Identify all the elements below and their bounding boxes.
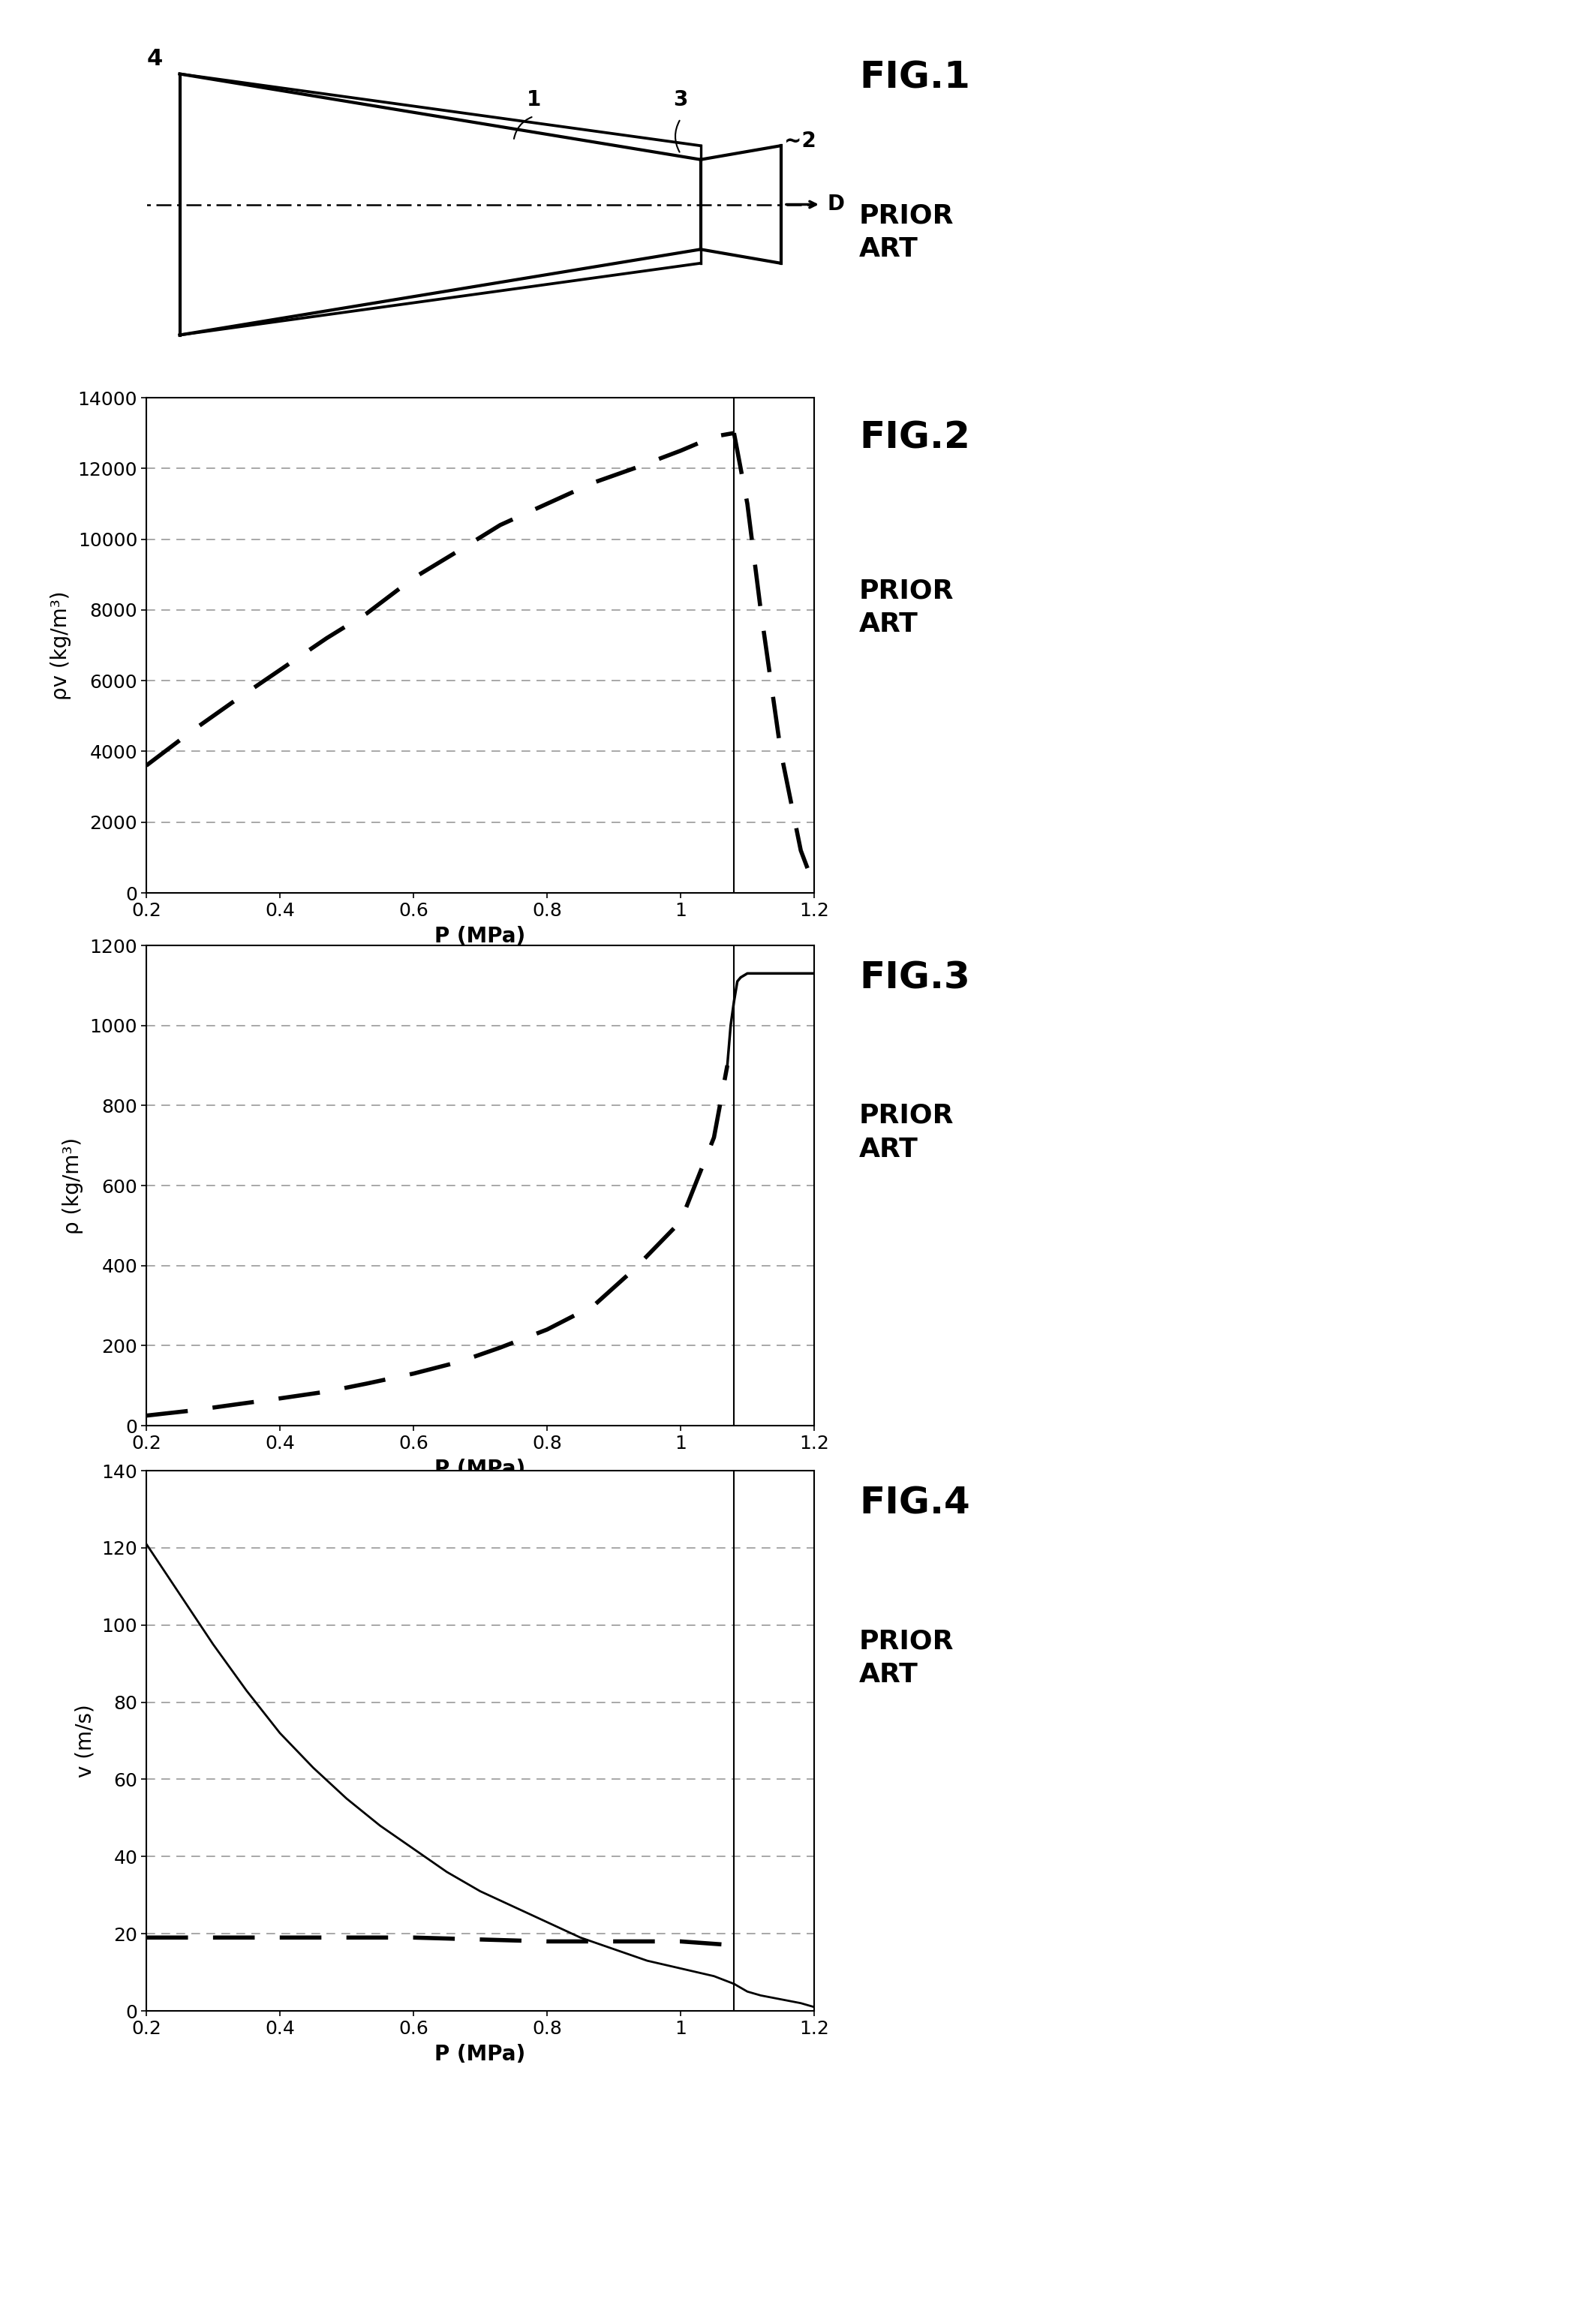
Text: FIG.4: FIG.4 (859, 1487, 970, 1522)
Text: 4: 4 (147, 49, 163, 70)
Text: ~2: ~2 (784, 130, 816, 151)
X-axis label: P (MPa): P (MPa) (434, 1459, 525, 1480)
Text: PRIOR
ART: PRIOR ART (859, 578, 954, 637)
X-axis label: P (MPa): P (MPa) (434, 927, 525, 948)
Text: FIG.1: FIG.1 (859, 60, 970, 95)
Text: PRIOR
ART: PRIOR ART (859, 202, 954, 262)
Text: FIG.2: FIG.2 (859, 420, 970, 455)
Y-axis label: v (m/s): v (m/s) (75, 1705, 96, 1777)
Y-axis label: ρv (kg/m³): ρv (kg/m³) (51, 590, 72, 699)
Text: PRIOR
ART: PRIOR ART (859, 1628, 954, 1686)
Y-axis label: ρ (kg/m³): ρ (kg/m³) (62, 1136, 83, 1234)
Text: 3: 3 (674, 91, 688, 112)
Text: FIG.3: FIG.3 (859, 959, 970, 997)
Text: D: D (827, 193, 844, 216)
X-axis label: P (MPa): P (MPa) (434, 2044, 525, 2065)
Text: 1: 1 (527, 91, 541, 112)
Text: PRIOR
ART: PRIOR ART (859, 1103, 954, 1162)
